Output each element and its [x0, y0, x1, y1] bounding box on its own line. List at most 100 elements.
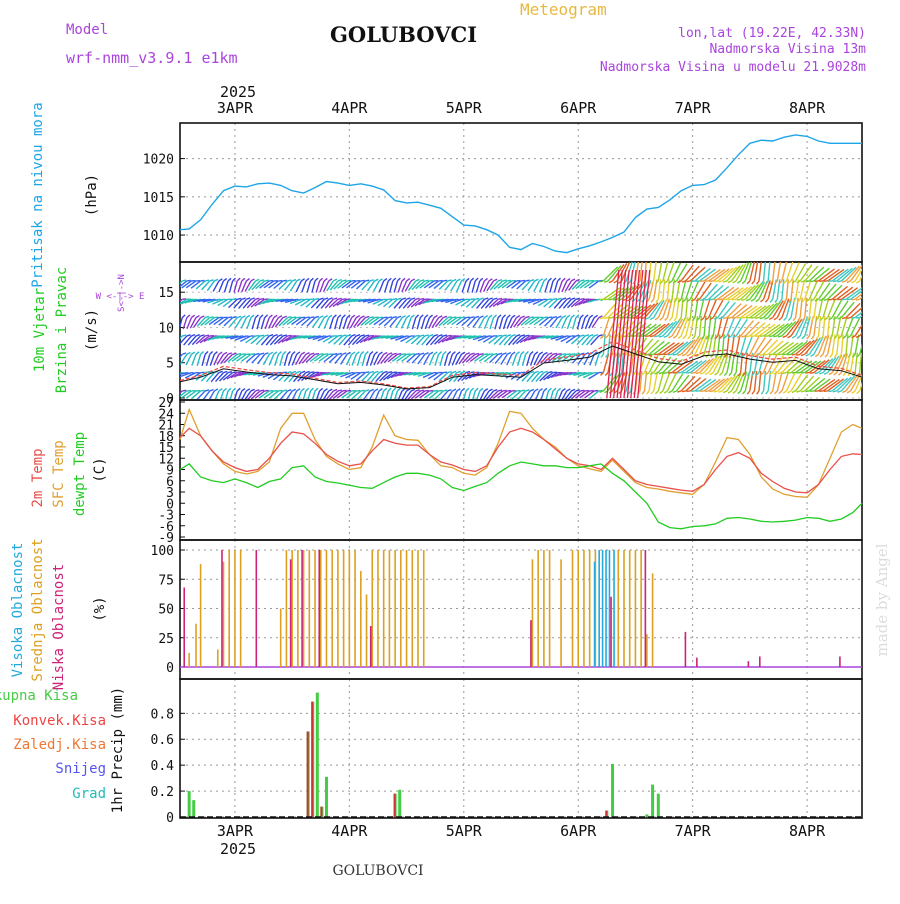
station-title: GOLUBOVCI: [330, 22, 477, 47]
wind-barb-head: [475, 299, 479, 300]
total-precip-bar: [611, 764, 614, 817]
wind-barb-head: [347, 280, 351, 281]
wind-barb-head: [815, 299, 819, 301]
wind-barb-head: [484, 316, 487, 318]
wind-barb-head: [365, 335, 369, 336]
wind-barb-head: [750, 318, 754, 319]
wind-barb: [440, 354, 443, 366]
wind-barb-head: [507, 335, 511, 336]
wind-barb-head: [352, 335, 356, 336]
wind-barb-head: [425, 280, 429, 281]
wind-barb-head: [448, 317, 452, 318]
wind-barb-head: [604, 281, 608, 282]
wind-barb-head: [265, 335, 269, 336]
wind-barb-head: [503, 353, 507, 354]
wind-barb-head: [548, 353, 552, 354]
wind-barb-head: [764, 354, 768, 355]
wind-barb-head: [830, 336, 833, 339]
wind-barb-head: [420, 299, 424, 300]
wind-barb-head: [384, 352, 388, 354]
wind-barb-head: [737, 281, 740, 283]
wind-barb: [186, 391, 196, 398]
y-tick-label: 25: [158, 632, 174, 647]
wind-barb-head: [650, 336, 654, 337]
x-tick-bottom: 7APR: [675, 822, 712, 840]
wind-barb-head: [370, 389, 374, 391]
wind-barb-head: [315, 278, 318, 281]
x-tick-bottom: 3APR: [217, 822, 254, 840]
wind-barb-head: [439, 390, 443, 391]
wind-barb-head: [856, 299, 860, 300]
y-tick-label: 0: [166, 811, 174, 826]
wind-barb: [700, 316, 702, 336]
wind-barb-head: [393, 278, 396, 281]
wind-barb-head: [567, 389, 570, 391]
wind-barb-head: [489, 279, 492, 281]
wind-barb-head: [535, 352, 538, 355]
wind-barb-head: [274, 352, 277, 354]
wind-barb-head: [741, 336, 745, 337]
wind-barb-head: [729, 373, 732, 376]
wind-barb-head: [659, 336, 663, 337]
wind-barb-head: [548, 278, 551, 281]
elevation: Nadmorska Visina 13m: [709, 42, 866, 57]
wind-barb-head: [201, 316, 205, 318]
wind-barb-head: [498, 298, 502, 299]
wind-barb-head: [705, 299, 709, 300]
wind-barb: [741, 353, 743, 373]
wind-barb-head: [333, 298, 337, 299]
total-precip-bar: [657, 794, 660, 817]
wind-barb: [202, 354, 205, 366]
wind-barb-head: [743, 391, 746, 394]
wind-barb-head: [370, 372, 374, 373]
wind-barb-head: [857, 391, 860, 394]
wind-barb-head: [539, 371, 543, 372]
wind-barb-head: [182, 335, 186, 336]
wind-barb: [768, 324, 784, 336]
wind-barb-head: [746, 299, 750, 301]
wind-barb-head: [766, 281, 768, 284]
wind-barb: [672, 342, 688, 354]
y-tick-label: 0.2: [151, 785, 174, 800]
y-tick-label: 0.6: [151, 733, 174, 748]
wind-barb-head: [461, 371, 465, 372]
wind-barb-head: [576, 390, 580, 391]
wind-barb-head: [219, 371, 223, 372]
wind-barb: [658, 372, 663, 391]
wind-barb: [238, 281, 242, 292]
wind-barb-head: [669, 318, 672, 321]
wind-barb: [773, 324, 789, 336]
wind-barb-head: [196, 335, 200, 336]
wind-barb-head: [852, 391, 855, 393]
wind-barb-head: [397, 316, 401, 317]
wind-barb-head: [452, 352, 455, 355]
wind-barb-head: [792, 336, 795, 338]
wind-barb-head: [797, 281, 801, 283]
wind-barb-head: [292, 317, 296, 318]
wind-barb-head: [503, 335, 507, 336]
wind-barb-head: [815, 373, 819, 374]
wind-barb-head: [397, 388, 400, 391]
wind-barb-head: [237, 388, 240, 391]
wind-barb: [759, 371, 761, 391]
y-tick-label: 0.4: [151, 759, 175, 774]
wind-barb: [837, 301, 848, 318]
wind-barb-head: [324, 298, 328, 299]
x-tick-top: 4APR: [331, 99, 368, 117]
wind-barb-head: [585, 315, 588, 318]
wind-barb-head: [393, 353, 397, 354]
wind-barb: [367, 354, 370, 366]
wind-barb-head: [306, 372, 310, 373]
wind-barb-head: [315, 316, 319, 317]
wind-barb-head: [686, 391, 690, 392]
wind-barb: [841, 317, 846, 336]
wind-barb-head: [714, 281, 718, 282]
wind-barb-head: [251, 279, 254, 281]
wind-barb-head: [223, 352, 227, 354]
wind-barb-head: [801, 391, 805, 392]
wind-barb: [398, 281, 402, 292]
wind-barb-head: [260, 280, 264, 281]
wind-barb-head: [774, 318, 777, 320]
wind-barb-head: [847, 391, 850, 393]
